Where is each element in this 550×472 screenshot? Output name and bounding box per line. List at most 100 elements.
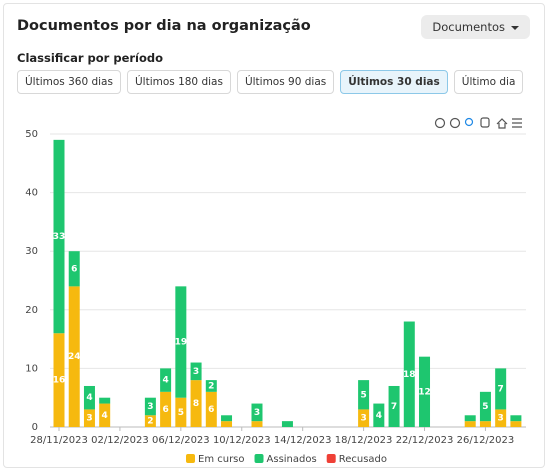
bar-segment — [510, 415, 522, 422]
legend-label: Em curso — [198, 454, 245, 465]
value-label: 24 — [68, 352, 81, 362]
value-label: 16 — [53, 376, 66, 386]
bar-segment — [68, 251, 80, 287]
zoom-select[interactable] — [464, 117, 474, 127]
toolbar — [434, 117, 522, 129]
y-tick-label: 30 — [25, 246, 38, 257]
home[interactable] — [496, 118, 508, 129]
bar-segment — [190, 380, 202, 427]
bar-segment — [510, 421, 522, 427]
value-label: 2 — [208, 381, 214, 391]
bar-segment — [160, 391, 172, 427]
x-tick-label: 10/12/2023 — [213, 435, 271, 446]
filter-options: Últimos 360 dias Últimos 180 dias Últimos … — [17, 70, 524, 94]
filter-label: Classificar por período — [17, 51, 164, 65]
value-label: 3 — [193, 367, 199, 377]
value-label: 6 — [71, 264, 77, 274]
bar-segment — [251, 421, 263, 427]
bar-segment — [464, 421, 476, 427]
bar-segment — [205, 380, 217, 392]
bar-segment — [53, 139, 65, 334]
value-label: 5 — [482, 402, 488, 412]
bar-segment — [464, 415, 476, 422]
bar-segment — [68, 286, 80, 427]
dropdown[interactable]: Documentos — [421, 15, 530, 39]
bar-segment — [53, 333, 65, 427]
value-label: 12 — [418, 387, 431, 397]
filter-option[interactable]: Últimos 90 dias — [236, 70, 335, 94]
value-label: 7 — [498, 384, 504, 394]
value-label: 6 — [162, 405, 168, 415]
value-label: 7 — [391, 402, 397, 412]
bar-segment — [358, 409, 370, 427]
x-tick-label: 28/11/2023 — [30, 435, 88, 446]
bar-segment — [190, 362, 202, 381]
filter-option[interactable]: Últimos 180 dias — [126, 70, 231, 94]
legend-swatch — [254, 454, 264, 463]
value-label: 3 — [147, 402, 153, 412]
value-label: 4 — [102, 411, 108, 421]
legend-label: Assinados — [267, 454, 317, 465]
filter-option[interactable]: Últimos 30 dias — [340, 70, 448, 94]
card: Documentos por dia na organização Docume… — [3, 3, 545, 468]
bar-segment — [160, 368, 172, 392]
bar-segment — [479, 421, 491, 427]
bar-segment — [388, 385, 400, 427]
value-label: 33 — [53, 232, 66, 242]
value-label: 3 — [360, 414, 366, 424]
bar-segment — [83, 409, 95, 427]
x-tick-label: 06/12/2023 — [152, 435, 210, 446]
value-label: 8 — [193, 399, 199, 409]
x-tick-label: 14/12/2023 — [274, 435, 332, 446]
value-label: 3 — [254, 408, 260, 418]
bar-segment — [495, 368, 507, 410]
y-tick-label: 20 — [25, 305, 38, 316]
value-label: 4 — [376, 411, 382, 421]
y-tick-label: 10 — [25, 363, 38, 374]
bar-segment — [221, 421, 233, 427]
bar-segment — [281, 421, 293, 427]
bar-segment — [373, 403, 385, 427]
x-tick-label: 26/12/2023 — [457, 435, 515, 446]
filter-option[interactable]: Último dia — [453, 70, 524, 94]
bar-segment — [419, 356, 431, 427]
menu[interactable] — [512, 118, 522, 128]
y-tick-label: 50 — [25, 129, 38, 140]
bar-segment — [83, 385, 95, 410]
bar-segment — [144, 397, 156, 416]
bar-segment — [175, 286, 187, 398]
zoom-out[interactable] — [449, 117, 461, 129]
y-tick-label: 0 — [32, 422, 38, 433]
value-label: 6 — [208, 405, 214, 415]
value-label: 4 — [162, 376, 168, 386]
bar-segment — [495, 409, 507, 427]
value-label: 5 — [178, 408, 184, 418]
bar-segment — [358, 380, 370, 410]
bar-segment — [175, 397, 187, 427]
pan[interactable] — [480, 117, 490, 128]
legend-label: Recusado — [339, 454, 387, 465]
x-tick-label: 02/12/2023 — [91, 435, 149, 446]
bar-segment — [251, 403, 263, 422]
bar-segment — [144, 415, 156, 427]
card-title: Documentos por dia na organização — [17, 18, 311, 34]
x-tick-label: 18/12/2023 — [335, 435, 393, 446]
bar-segment — [205, 391, 217, 427]
value-label: 5 — [360, 390, 366, 400]
bar-segment — [99, 403, 111, 427]
value-label: 2 — [147, 417, 153, 427]
bar-segment — [99, 397, 111, 404]
bar-segment — [479, 391, 491, 422]
bar-segment — [221, 415, 233, 422]
legend-swatch — [326, 454, 336, 463]
zoom-in[interactable] — [434, 117, 446, 129]
value-label: 18 — [403, 370, 416, 380]
value-label: 19 — [175, 338, 188, 348]
value-label: 3 — [86, 414, 92, 424]
value-label: 3 — [498, 414, 504, 424]
y-tick-label: 40 — [25, 188, 38, 199]
x-tick-label: 22/12/2023 — [396, 435, 454, 446]
filter-option[interactable]: Últimos 360 dias — [17, 70, 121, 94]
legend-swatch — [186, 454, 195, 463]
